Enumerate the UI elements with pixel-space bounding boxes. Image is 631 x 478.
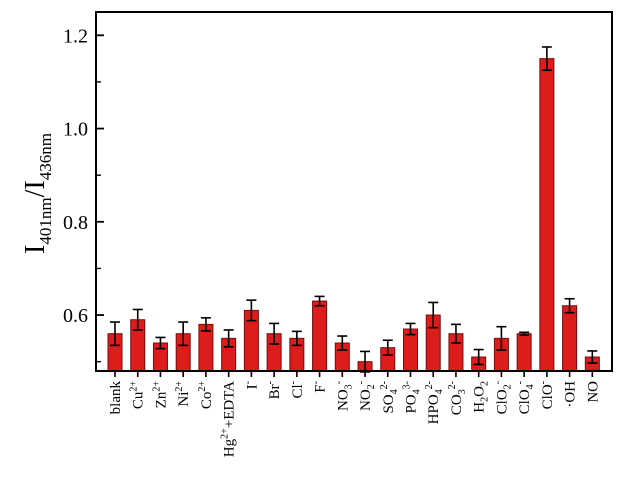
x-tick-label-F-: F- [311, 381, 329, 393]
bar-·OH [562, 305, 578, 372]
error-bar-Cu2+ [132, 308, 143, 331]
x-tick-label-Br-: Br- [265, 381, 283, 399]
error-bar-F- [314, 295, 325, 307]
y-axis: 0.6 0.8 1.0 1.2 [63, 25, 104, 363]
x-tick-label-Zn2+: Zn2+ [151, 381, 169, 409]
x-tick-label-Cu2+: Cu2+ [129, 381, 147, 410]
error-bar-Zn2+ [155, 336, 166, 350]
y-tick-label: 0.6 [63, 305, 88, 327]
error-bar-Cl- [291, 330, 302, 347]
error-bar-ClO4- [519, 331, 530, 336]
x-tick-label-NO3-: NO3- [333, 381, 354, 411]
error-bar-Br- [269, 322, 280, 345]
x-tick-label-Co2+: Co2+ [197, 381, 215, 410]
bar-ClO- [539, 58, 555, 372]
x-tick-label-blank: blank [108, 381, 124, 415]
error-bar-HPO42- [428, 301, 439, 329]
x-tick-label-ClO2-: ClO2- [492, 381, 513, 414]
x-tick-label-Ni2+: Ni2+ [174, 381, 192, 407]
x-tick-label-CO32-: CO32- [447, 381, 468, 415]
error-bar-NO [587, 350, 598, 364]
x-axis: blank Cu2+Zn2+ Ni2+ Co2+ Hg2++EDTA I- Br- Cl- F-… [108, 371, 601, 457]
x-tick-label-HPO42-: HPO42- [424, 381, 445, 424]
x-tick-label-NO: NO [585, 381, 601, 403]
error-bar-NO3- [337, 335, 348, 351]
error-bar-·OH [564, 297, 575, 314]
error-bar-blank [110, 321, 120, 347]
error-bar-Ni2+ [178, 321, 189, 347]
plot-frame [95, 11, 613, 372]
x-tick-label-ClO-: ClO- [538, 381, 556, 409]
y-axis-title: I401nm/I436nm [20, 133, 55, 254]
error-bar-Co2+ [200, 317, 211, 332]
x-tick-label-NO2-: NO2- [356, 381, 377, 411]
x-tick-label-PO43-: PO43- [401, 381, 422, 414]
bars-layer [107, 58, 600, 372]
error-bar-I- [246, 299, 257, 322]
error-bar-CO32- [450, 323, 461, 344]
bar-ClO4- [516, 333, 532, 372]
x-tick-label-Cl-: Cl- [288, 381, 306, 399]
error-bar-Hg2++EDTA [223, 329, 234, 348]
x-tick-label-I-: I- [242, 381, 260, 389]
error-bar-ClO- [541, 46, 552, 72]
x-tick-label-H2O2: H2O2 [472, 381, 491, 413]
x-tick-label-ClO4-: ClO4- [515, 381, 536, 414]
bar-F- [312, 300, 328, 372]
y-tick-label: 0.8 [63, 212, 88, 234]
y-tick-label: 1.0 [63, 119, 88, 141]
x-tick-label-Hg2++EDTA: Hg2++EDTA [220, 381, 238, 457]
error-bar-SO42- [382, 339, 393, 356]
y-tick-label: 1.2 [63, 25, 88, 47]
error-bar-H2O2 [473, 348, 484, 366]
error-bar-ClO2- [496, 325, 507, 351]
error-bars-layer [110, 46, 598, 373]
x-tick-label-·OH: ·OH [563, 381, 579, 408]
x-tick-label-SO42-: SO42- [379, 381, 400, 414]
error-bar-PO43- [405, 322, 416, 336]
